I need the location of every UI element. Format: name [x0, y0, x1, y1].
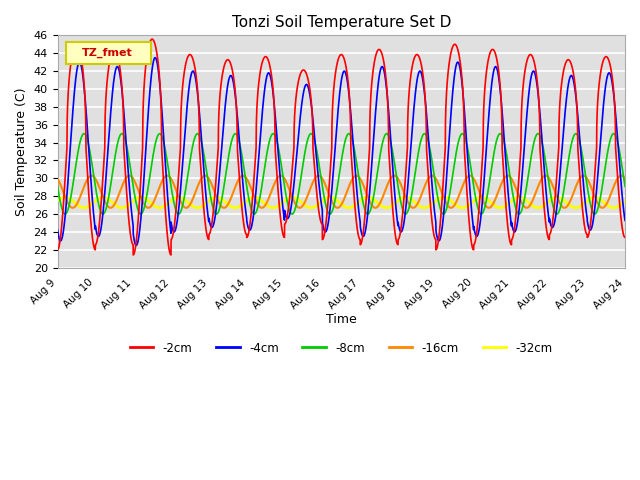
- Y-axis label: Soil Temperature (C): Soil Temperature (C): [15, 87, 28, 216]
- Title: Tonzi Soil Temperature Set D: Tonzi Soil Temperature Set D: [232, 15, 451, 30]
- X-axis label: Time: Time: [326, 313, 356, 326]
- Text: TZ_fmet: TZ_fmet: [82, 48, 133, 59]
- Legend: -2cm, -4cm, -8cm, -16cm, -32cm: -2cm, -4cm, -8cm, -16cm, -32cm: [125, 337, 557, 360]
- FancyBboxPatch shape: [66, 42, 151, 64]
